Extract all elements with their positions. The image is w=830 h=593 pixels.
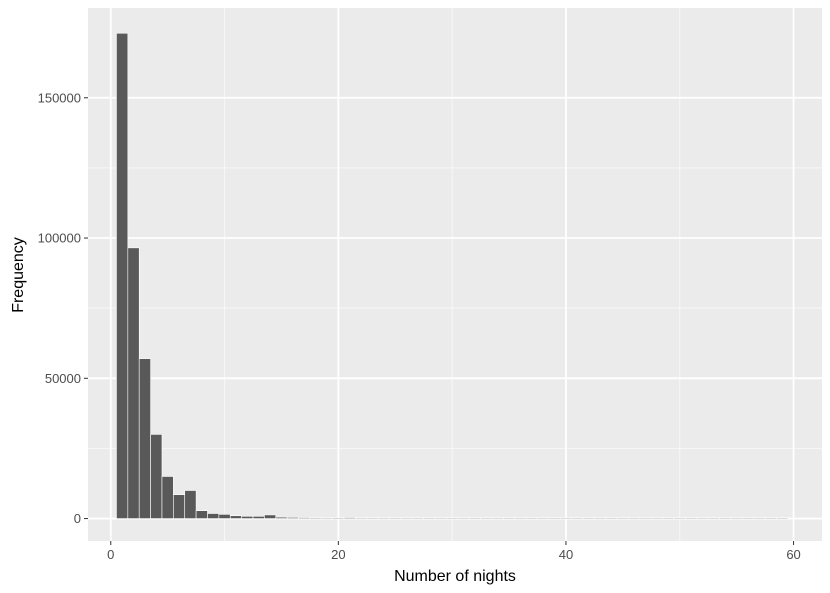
histogram-bar: [195, 510, 208, 519]
x-tick-label: 0: [107, 547, 114, 562]
histogram-bars: [116, 32, 789, 519]
histogram-bar: [776, 517, 789, 519]
histogram-bar: [582, 517, 595, 519]
histogram-bar: [161, 476, 174, 519]
panel-background: [88, 8, 822, 541]
histogram-bar: [229, 515, 242, 519]
histogram-bar: [423, 517, 436, 519]
histogram-bar: [719, 517, 732, 519]
histogram-bar: [366, 517, 379, 519]
histogram-bar: [764, 517, 777, 519]
histogram-bar: [662, 517, 675, 519]
y-tick-label: 100000: [38, 231, 81, 246]
histogram-bar: [207, 513, 220, 519]
histogram-bar: [412, 517, 425, 519]
histogram-bar: [730, 517, 743, 519]
x-axis-ticks: 0 20 40 60: [107, 541, 801, 562]
histogram-bar: [264, 514, 277, 519]
histogram-bar: [286, 517, 299, 519]
histogram-bar: [173, 494, 186, 519]
histogram-bar: [514, 517, 527, 519]
histogram-bar: [537, 517, 550, 519]
histogram-bar: [309, 517, 322, 519]
histogram-bar: [332, 517, 345, 519]
histogram-bar: [446, 517, 459, 519]
histogram-bar: [548, 517, 561, 519]
histogram-bar: [138, 358, 151, 519]
histogram-bar: [241, 516, 254, 519]
histogram-bar: [571, 517, 584, 519]
histogram-bar: [343, 517, 356, 519]
histogram-bar: [525, 517, 538, 519]
histogram-bar: [628, 517, 641, 519]
histogram-bar: [298, 517, 311, 519]
histogram-bar: [218, 514, 231, 519]
x-axis-title: Number of nights: [394, 568, 516, 585]
histogram-bar: [116, 32, 129, 519]
histogram-bar: [696, 517, 709, 519]
histogram-bar: [389, 517, 402, 519]
x-tick-label: 60: [786, 547, 800, 562]
histogram-bar: [491, 517, 504, 519]
histogram-bar: [355, 517, 368, 519]
x-tick-label: 20: [331, 547, 345, 562]
y-tick-label: 150000: [38, 90, 81, 105]
histogram-bar: [503, 517, 516, 519]
histogram-bar: [673, 517, 686, 519]
histogram-bar: [127, 247, 140, 519]
histogram-bar: [559, 517, 572, 519]
y-axis-title: Frequency: [10, 237, 27, 313]
histogram-bar: [616, 517, 629, 519]
histogram-bar: [594, 517, 607, 519]
histogram-bar: [377, 517, 390, 519]
histogram-bar: [742, 517, 755, 519]
histogram-bar: [457, 517, 470, 519]
histogram-bar: [434, 517, 447, 519]
histogram-bar: [468, 517, 481, 519]
histogram-bar: [252, 516, 265, 519]
y-axis-ticks: 0 50000 100000 150000: [38, 90, 88, 526]
histogram-bar: [150, 434, 163, 519]
x-tick-label: 40: [559, 547, 573, 562]
histogram-bar: [605, 517, 618, 519]
histogram-bar: [480, 517, 493, 519]
histogram-bar: [685, 517, 698, 519]
y-tick-label: 50000: [45, 371, 81, 386]
histogram-bar: [184, 490, 197, 519]
histogram-bar: [639, 517, 652, 519]
histogram-bar: [320, 517, 333, 519]
histogram-bar: [275, 516, 288, 519]
histogram-bar: [651, 517, 663, 519]
histogram-bar: [707, 517, 720, 519]
histogram-bar: [753, 517, 766, 519]
y-tick-label: 0: [74, 511, 81, 526]
histogram-bar: [400, 517, 413, 519]
